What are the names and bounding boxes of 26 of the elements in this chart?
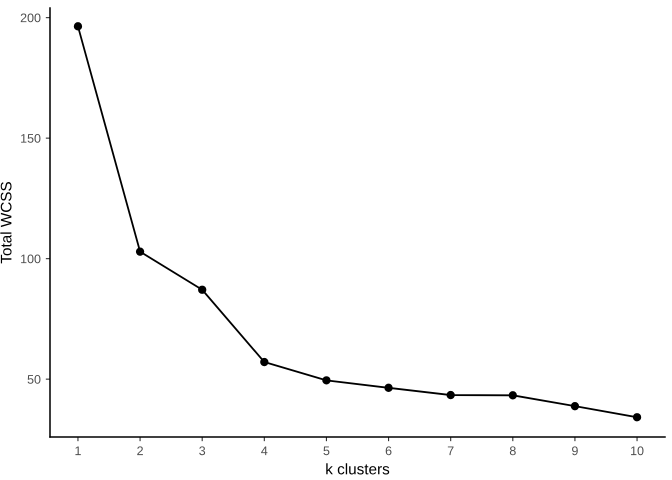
x-tick-label: 10	[631, 446, 644, 456]
point	[446, 390, 455, 400]
x-tick-label: 8	[510, 446, 516, 456]
point	[136, 247, 144, 256]
point	[322, 376, 331, 385]
y-tick-label: 100	[21, 254, 40, 264]
point	[198, 286, 206, 294]
point	[632, 413, 642, 422]
x-tick-label: 3	[199, 446, 206, 456]
x-tick-label: 1	[75, 446, 81, 456]
y-axis-title: Total WCSS	[0, 182, 12, 264]
x-tick-label: 4	[261, 446, 268, 456]
point	[260, 358, 268, 366]
point	[74, 22, 82, 30]
x-tick-label: 5	[323, 446, 330, 456]
x-tick-label: 2	[137, 446, 143, 456]
point	[384, 384, 393, 392]
point	[570, 402, 580, 410]
x-tick-label: 7	[448, 446, 454, 456]
y-tick-label: 200	[20, 13, 40, 22]
point	[508, 391, 517, 400]
x-tick-label: 6	[386, 446, 392, 456]
x-tick-label: 9	[572, 446, 578, 456]
x-axis-title: k clusters	[326, 463, 390, 474]
y-tick-label: 50	[28, 374, 40, 384]
y-tick-label: 150	[21, 134, 40, 143]
